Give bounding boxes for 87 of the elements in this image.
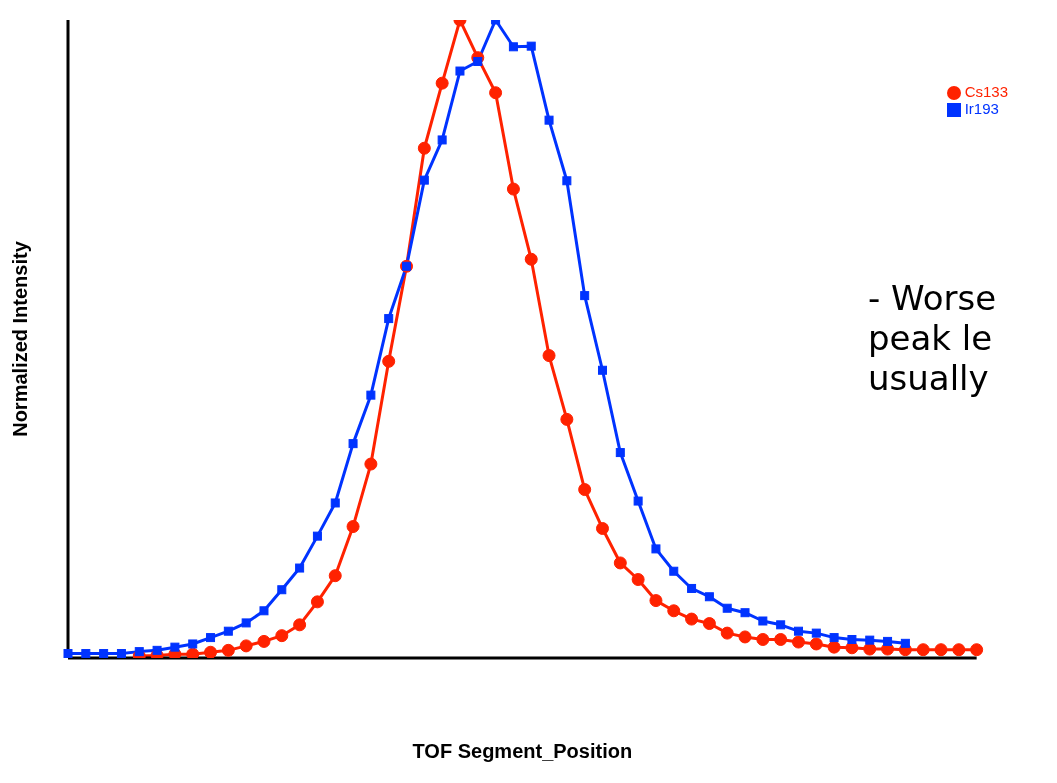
point <box>506 182 520 196</box>
legend-label: Cs133 <box>964 83 1008 100</box>
point <box>702 617 716 631</box>
point <box>204 645 218 658</box>
point <box>257 634 271 648</box>
point <box>722 603 732 613</box>
point <box>328 569 342 583</box>
point <box>791 635 805 649</box>
point <box>186 647 200 658</box>
legend-label: Ir193 <box>964 100 999 118</box>
point <box>809 637 823 651</box>
point <box>669 566 679 576</box>
point <box>275 629 289 643</box>
point <box>239 639 253 653</box>
point <box>366 390 376 400</box>
point <box>170 642 180 652</box>
point <box>580 291 590 301</box>
point <box>756 633 770 646</box>
point <box>631 573 645 587</box>
point <box>651 544 661 554</box>
point <box>793 626 803 636</box>
point <box>293 618 307 632</box>
point <box>259 606 269 616</box>
point <box>330 498 340 508</box>
point <box>277 585 287 595</box>
point <box>649 594 663 608</box>
point <box>508 42 518 52</box>
point <box>774 633 788 646</box>
point <box>720 626 734 640</box>
point <box>473 56 483 66</box>
point <box>562 176 572 186</box>
point <box>916 643 930 657</box>
point <box>900 638 910 648</box>
point <box>704 592 714 602</box>
point <box>970 643 984 657</box>
point <box>364 457 378 471</box>
point <box>738 630 752 644</box>
point <box>633 496 643 506</box>
point <box>952 643 966 657</box>
point <box>542 349 556 363</box>
point <box>188 639 198 649</box>
point <box>578 483 592 497</box>
point <box>417 141 431 155</box>
point <box>847 635 857 644</box>
point <box>740 608 750 618</box>
point <box>934 643 948 657</box>
point <box>489 86 503 100</box>
point <box>526 41 536 51</box>
point <box>116 649 126 658</box>
point <box>544 115 554 125</box>
point <box>346 520 360 534</box>
point <box>223 626 233 636</box>
point <box>865 635 875 645</box>
point <box>437 135 447 145</box>
point <box>295 563 305 573</box>
point <box>384 314 394 324</box>
point <box>310 595 324 609</box>
point <box>241 618 251 628</box>
annotation: - Worse peak le usually <box>868 278 997 398</box>
point <box>829 633 839 643</box>
point <box>206 633 216 643</box>
point <box>63 649 73 658</box>
point <box>99 649 109 658</box>
point <box>455 66 465 76</box>
point <box>221 643 235 657</box>
point <box>758 616 768 626</box>
point <box>419 175 429 185</box>
point <box>435 76 449 90</box>
point <box>811 628 821 638</box>
point <box>524 252 538 266</box>
point <box>827 640 841 654</box>
point <box>560 412 574 426</box>
point <box>687 583 697 593</box>
y-axis-title: Normalized Intensity <box>9 240 32 437</box>
point <box>615 448 625 458</box>
point <box>312 531 322 541</box>
x-axis-title: TOF Segment_Position <box>412 740 633 762</box>
point <box>596 521 609 535</box>
point <box>613 556 627 570</box>
point <box>598 365 607 375</box>
point <box>81 649 91 658</box>
point <box>348 439 358 449</box>
point <box>382 354 396 368</box>
point <box>685 612 699 626</box>
point <box>667 604 681 618</box>
point <box>776 620 786 630</box>
point <box>883 636 893 646</box>
